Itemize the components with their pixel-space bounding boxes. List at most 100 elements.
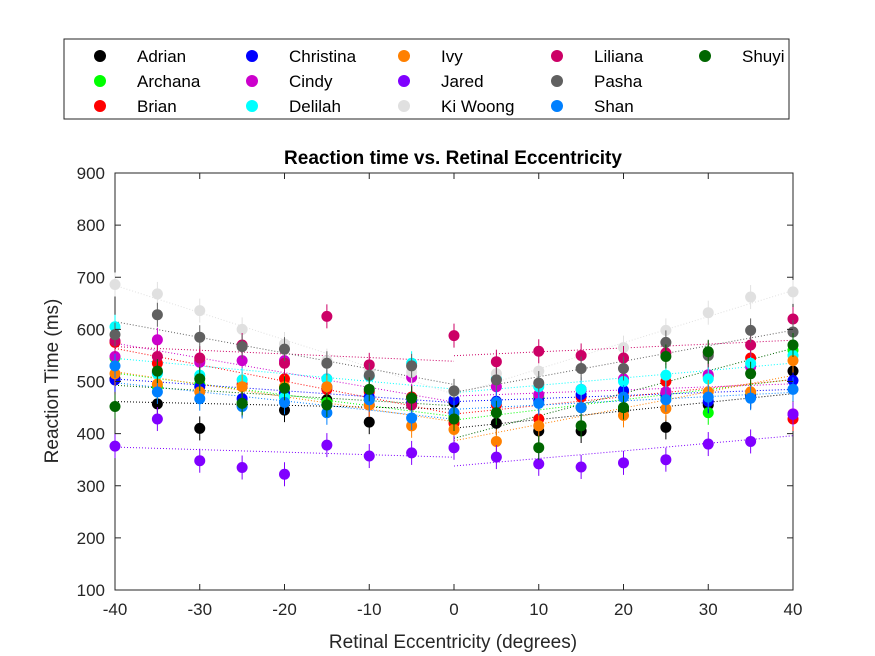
- trend-line-left: [114, 446, 455, 458]
- data-point: [321, 310, 333, 322]
- data-point: [533, 442, 545, 454]
- legend-label: Christina: [289, 47, 357, 66]
- legend-marker: [398, 50, 410, 62]
- trend-line-right: [453, 388, 794, 403]
- legend-marker: [699, 50, 711, 62]
- x-tick-label: 0: [449, 600, 458, 619]
- data-point: [151, 309, 163, 321]
- data-point: [787, 339, 799, 351]
- x-tick-label: 20: [614, 600, 633, 619]
- data-point: [236, 381, 248, 393]
- y-tick-label: 600: [77, 320, 105, 339]
- data-point: [702, 438, 714, 450]
- data-point: [151, 386, 163, 398]
- legend-items: Adrian Archana Brian Christina Cindy Delilah I…: [94, 47, 785, 116]
- legend-marker: [398, 75, 410, 87]
- data-point: [236, 462, 248, 474]
- y-tick-label: 100: [77, 581, 105, 600]
- data-point: [279, 396, 290, 408]
- data-point: [279, 343, 290, 355]
- data-point: [406, 392, 418, 404]
- data-point: [575, 402, 587, 414]
- trend-line-left: [114, 342, 455, 403]
- data-point: [787, 383, 799, 395]
- data-point: [321, 439, 333, 451]
- legend-label: Liliana: [594, 47, 644, 66]
- legend-label: Adrian: [137, 47, 186, 66]
- data-point: [533, 458, 545, 470]
- data-point: [533, 420, 545, 432]
- data-point: [490, 407, 502, 419]
- data-point: [660, 336, 672, 348]
- data-point: [109, 360, 121, 372]
- data-point: [660, 421, 672, 433]
- y-tick-label: 200: [77, 529, 105, 548]
- chart-title: Reaction time vs. Retinal Eccentricity: [284, 148, 622, 169]
- legend-marker: [398, 100, 410, 112]
- data-point: [363, 369, 375, 381]
- data-point: [533, 377, 545, 389]
- data-point: [575, 461, 587, 473]
- y-axis-label: Reaction Time (ms): [42, 299, 63, 464]
- data-point: [533, 345, 545, 357]
- data-point: [109, 401, 121, 413]
- data-point: [109, 329, 121, 341]
- y-tick-label: 700: [77, 268, 105, 287]
- data-point: [406, 447, 418, 459]
- data-point: [406, 360, 418, 372]
- data-point: [194, 352, 206, 364]
- x-tick-label: 40: [784, 600, 803, 619]
- legend-marker: [94, 100, 106, 112]
- trend-line-left: [114, 401, 455, 410]
- data-point: [109, 279, 121, 291]
- legend-marker: [246, 100, 258, 112]
- data-point: [787, 286, 799, 298]
- x-tick-label: -20: [272, 600, 297, 619]
- legend-label: Shuyi: [742, 47, 785, 66]
- legend-label: Ivy: [441, 47, 463, 66]
- data-point: [151, 413, 163, 425]
- data-point: [660, 369, 672, 381]
- data-point: [575, 349, 587, 361]
- data-point: [702, 346, 714, 358]
- x-tick-label: 10: [529, 600, 548, 619]
- data-point: [448, 330, 460, 342]
- data-point: [448, 413, 460, 425]
- data-point: [448, 385, 460, 397]
- legend-label: Delilah: [289, 97, 341, 116]
- x-tick-label: -30: [187, 600, 212, 619]
- y-tick-label: 500: [77, 373, 105, 392]
- data-point: [236, 355, 248, 367]
- x-tick-label: -40: [103, 600, 128, 619]
- data-point: [745, 291, 757, 303]
- legend-label: Archana: [137, 72, 201, 91]
- data-point: [745, 339, 757, 351]
- data-point: [745, 392, 757, 404]
- trend-line-right: [453, 391, 794, 410]
- data-point: [151, 334, 163, 346]
- data-point: [321, 381, 333, 393]
- data-point: [490, 451, 502, 463]
- data-point: [151, 350, 163, 362]
- trend-line-right: [453, 383, 794, 397]
- data-point: [575, 383, 587, 395]
- data-point: [279, 357, 290, 369]
- data-point: [660, 350, 672, 362]
- axis-ticks: -40 -30 -20 -10 0 10 20 30 40 100 200 300 400 500 600 7…: [77, 164, 803, 619]
- x-tick-label: 30: [699, 600, 718, 619]
- data-point: [702, 373, 714, 385]
- legend-marker: [551, 100, 563, 112]
- data-point: [321, 357, 333, 369]
- trend-line-left: [114, 347, 455, 415]
- legend-box: [63, 38, 790, 120]
- x-axis-label: Retinal Eccentricity (degrees): [329, 632, 577, 653]
- data-point: [448, 442, 460, 454]
- data-point: [279, 382, 290, 394]
- data-point: [702, 307, 714, 319]
- legend-label: Pasha: [594, 72, 643, 91]
- data-point: [194, 422, 206, 434]
- data-point: [575, 362, 587, 374]
- data-point: [660, 394, 672, 406]
- data-point: [363, 416, 375, 428]
